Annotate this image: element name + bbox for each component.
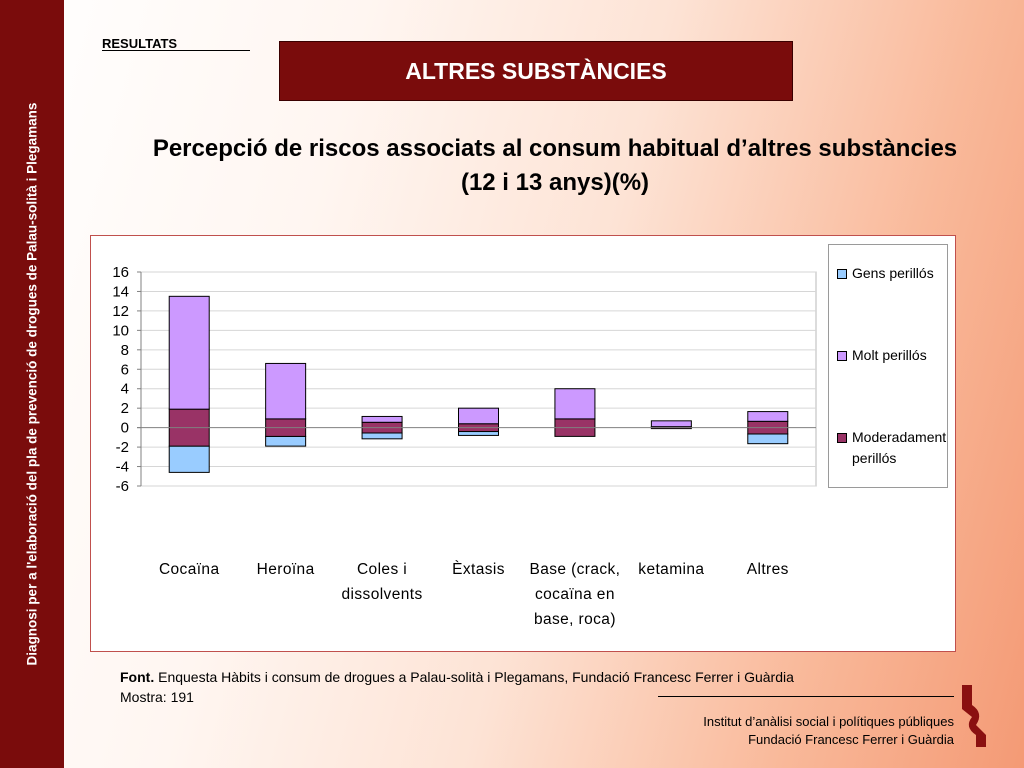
title-banner: ALTRES SUBSTÀNCIES <box>279 41 793 101</box>
bar-molt-perillos <box>168 295 210 410</box>
legend-swatch <box>837 433 847 443</box>
banner-text: ALTRES SUBSTÀNCIES <box>405 57 667 84</box>
y-tick-label: 2 <box>121 400 129 417</box>
bar-gens-perillos <box>265 435 307 447</box>
legend-item: Molt perillós <box>837 345 949 366</box>
legend-swatch <box>837 269 847 279</box>
category-label: Coles i <box>357 561 407 578</box>
legend-label: Moderadament perillós <box>852 429 947 466</box>
y-tick-label: -2 <box>116 439 129 456</box>
y-tick-label: 0 <box>121 420 129 437</box>
source-label: Font. <box>120 669 155 685</box>
section-label: RESULTATS <box>102 36 178 51</box>
y-tick-label: 4 <box>121 381 129 398</box>
category-label: Base (crack, <box>529 561 620 578</box>
bar-molt-perillos <box>458 407 499 425</box>
category-label: Cocaïna <box>159 561 220 578</box>
sample-size: Mostra: 191 <box>120 689 194 705</box>
footer-institute: Institut d’anàlisi social i polítiques p… <box>703 714 954 729</box>
category-label: Heroïna <box>257 561 315 578</box>
legend-item: Gens perillós <box>837 263 949 284</box>
bar-molt-perillos <box>554 388 596 420</box>
legend-item: Moderadament perillós <box>837 427 949 469</box>
section-underline <box>102 50 250 51</box>
y-tick-label: -4 <box>116 459 129 476</box>
category-label: Èxtasis <box>452 561 505 578</box>
category-label: dissolvents <box>342 586 423 603</box>
bar-gens-perillos <box>361 432 403 440</box>
chart-canvas: 16 14 12 10 8 6 4 2 0 -2 -4 -6 Cocaïna Heroïna Coles i… <box>112 264 817 628</box>
bar-molt-perillos <box>650 420 692 428</box>
legend-label: Gens perillós <box>852 265 934 281</box>
sidebar: Diagnosi per a l'elaboració del pla de p… <box>0 0 64 768</box>
y-tick-label: 16 <box>112 264 129 281</box>
bar-gens-perillos <box>747 433 789 445</box>
bar-molt-perillos <box>361 415 403 423</box>
footer-foundation: Fundació Francesc Ferrer i Guàrdia <box>748 732 954 747</box>
bar-gens-perillos <box>458 431 499 436</box>
bar-molt-perillos <box>265 362 307 420</box>
source-note: Font. Enquesta Hàbits i consum de drogue… <box>120 667 794 707</box>
y-tick-label: 10 <box>112 322 129 339</box>
y-tick-label: 6 <box>121 361 129 378</box>
chart-legend: Gens perillós Molt perillós Moderadament pe… <box>828 244 948 488</box>
chart-title: Percepció de riscos associats al consum … <box>152 135 958 196</box>
category-label: Altres <box>747 561 789 578</box>
foundation-logo-icon <box>962 685 986 747</box>
source-line: Font. Enquesta Hàbits i consum de drogue… <box>120 667 794 687</box>
y-tick-label: 8 <box>121 342 129 359</box>
footer-divider <box>658 696 954 697</box>
sidebar-title: Diagnosi per a l'elaboració del pla de p… <box>24 102 40 666</box>
y-tick-label: 12 <box>112 303 129 320</box>
y-tick-label: 14 <box>112 283 129 300</box>
category-label: ketamina <box>638 561 704 578</box>
y-tick-label: -6 <box>116 478 129 495</box>
legend-swatch <box>837 351 847 361</box>
source-text: Enquesta Hàbits i consum de drogues a Pa… <box>154 669 794 685</box>
legend-label: Molt perillós <box>852 347 927 363</box>
category-label: base, roca) <box>534 611 616 628</box>
bar-molt-perillos <box>747 411 789 422</box>
footer: Institut d’anàlisi social i polítiques p… <box>703 713 954 749</box>
plot-area <box>140 271 817 487</box>
category-label: cocaïna en <box>535 586 615 603</box>
bar-gens-perillos <box>168 445 210 473</box>
chart-panel: 16 14 12 10 8 6 4 2 0 -2 -4 -6 Cocaïna Heroïna Coles i… <box>90 235 956 652</box>
